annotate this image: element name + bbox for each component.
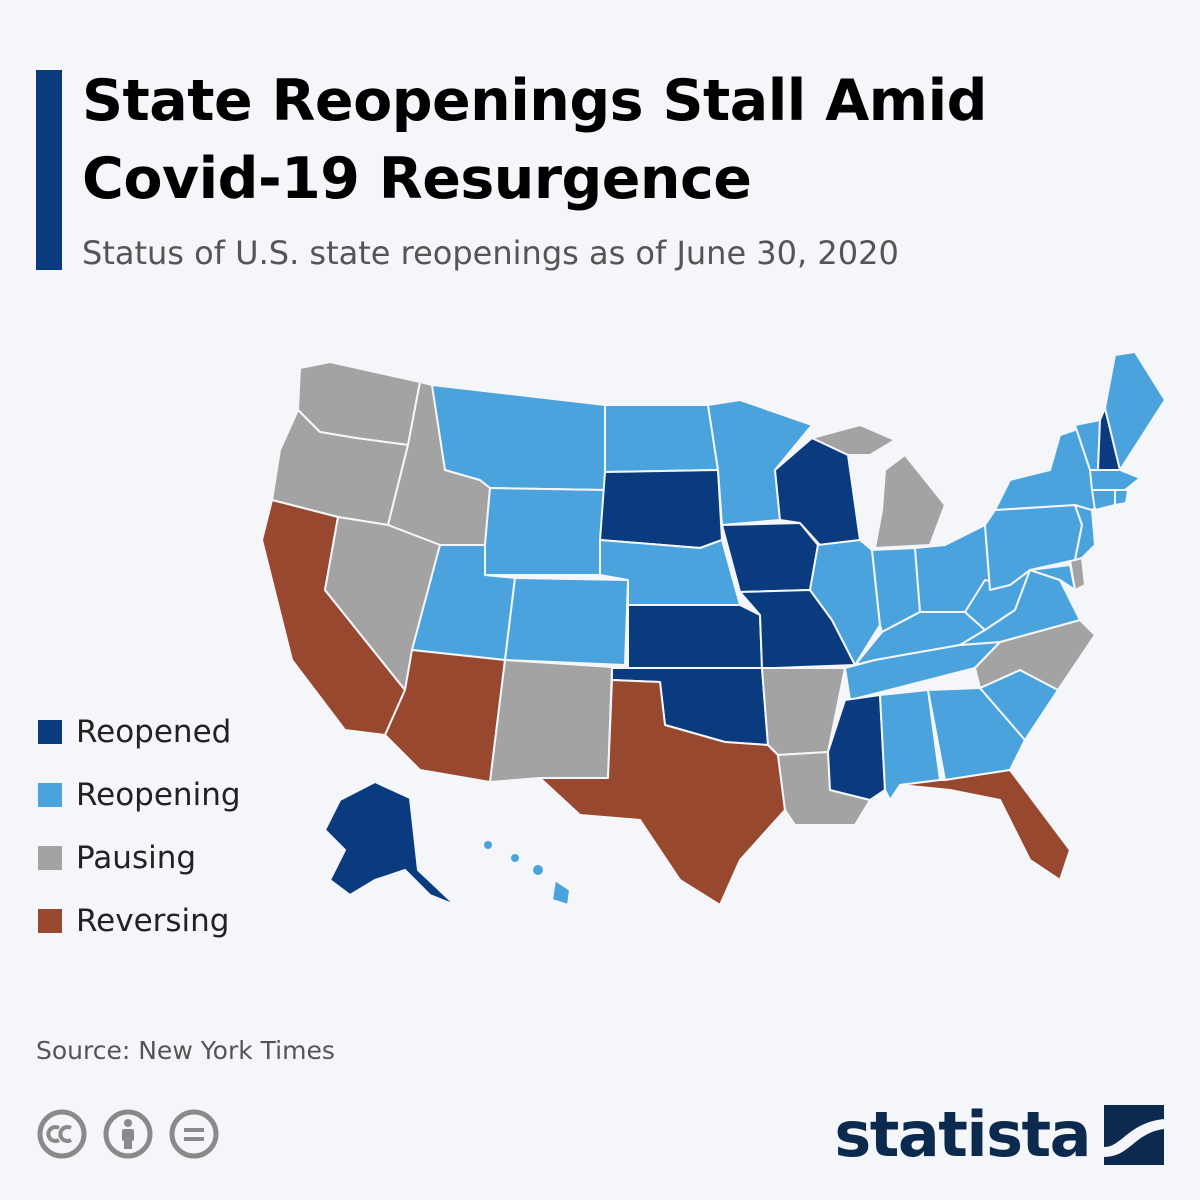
source-note: Source: New York Times <box>36 1036 335 1065</box>
logo-text: statista <box>834 1098 1091 1171</box>
state-florida <box>899 769 1071 881</box>
state-rhode-island <box>1114 489 1129 506</box>
state-michigan <box>874 454 946 549</box>
legend-item-reopening: Reopening <box>38 763 241 826</box>
chart-subtitle: Status of U.S. state reopenings as of Ju… <box>82 234 899 272</box>
state-michigan-upper <box>811 424 896 456</box>
statista-logo[interactable]: statista <box>834 1098 1164 1171</box>
legend-swatch-reopened <box>38 719 62 744</box>
no-derivatives-icon[interactable] <box>168 1108 220 1160</box>
accent-bar <box>36 70 62 270</box>
legend-item-reversing: Reversing <box>38 889 241 952</box>
legend-item-reopened: Reopened <box>38 700 241 763</box>
state-massachusetts <box>1089 469 1141 491</box>
state-illinois <box>809 539 881 666</box>
legend-swatch-pausing <box>38 845 62 870</box>
statista-mark-icon <box>1104 1104 1164 1165</box>
legend-swatch-reopening <box>38 782 62 807</box>
state-kansas <box>627 604 763 669</box>
state-georgia <box>927 687 1026 781</box>
legend-label-pausing: Pausing <box>76 839 197 876</box>
hawaii-island-maui <box>533 865 543 875</box>
legend-item-pausing: Pausing <box>38 826 241 889</box>
state-south-dakota <box>599 469 723 549</box>
state-wyoming <box>484 487 606 576</box>
attribution-icon[interactable] <box>102 1108 154 1160</box>
legend-swatch-reversing <box>38 908 62 933</box>
state-iowa <box>721 522 819 593</box>
cc-icon[interactable] <box>36 1108 88 1160</box>
state-montana <box>431 384 606 491</box>
hawaii-island-oahu <box>511 854 519 862</box>
license-icons <box>36 1108 220 1160</box>
legend-label-reopening: Reopening <box>76 776 241 813</box>
state-new-mexico <box>489 659 613 783</box>
state-hawaii <box>551 879 571 906</box>
chart-title: State Reopenings Stall Amid Covid-19 Res… <box>82 68 988 212</box>
legend: Reopened Reopening Pausing Reversing <box>38 700 241 952</box>
state-alaska <box>324 781 456 906</box>
state-connecticut <box>1091 489 1116 511</box>
legend-label-reopened: Reopened <box>76 713 232 750</box>
state-maine <box>1104 351 1166 471</box>
hawaii-island-kauai <box>484 841 492 849</box>
legend-label-reversing: Reversing <box>76 902 230 939</box>
state-north-dakota <box>604 404 719 473</box>
state-colorado <box>504 577 629 666</box>
